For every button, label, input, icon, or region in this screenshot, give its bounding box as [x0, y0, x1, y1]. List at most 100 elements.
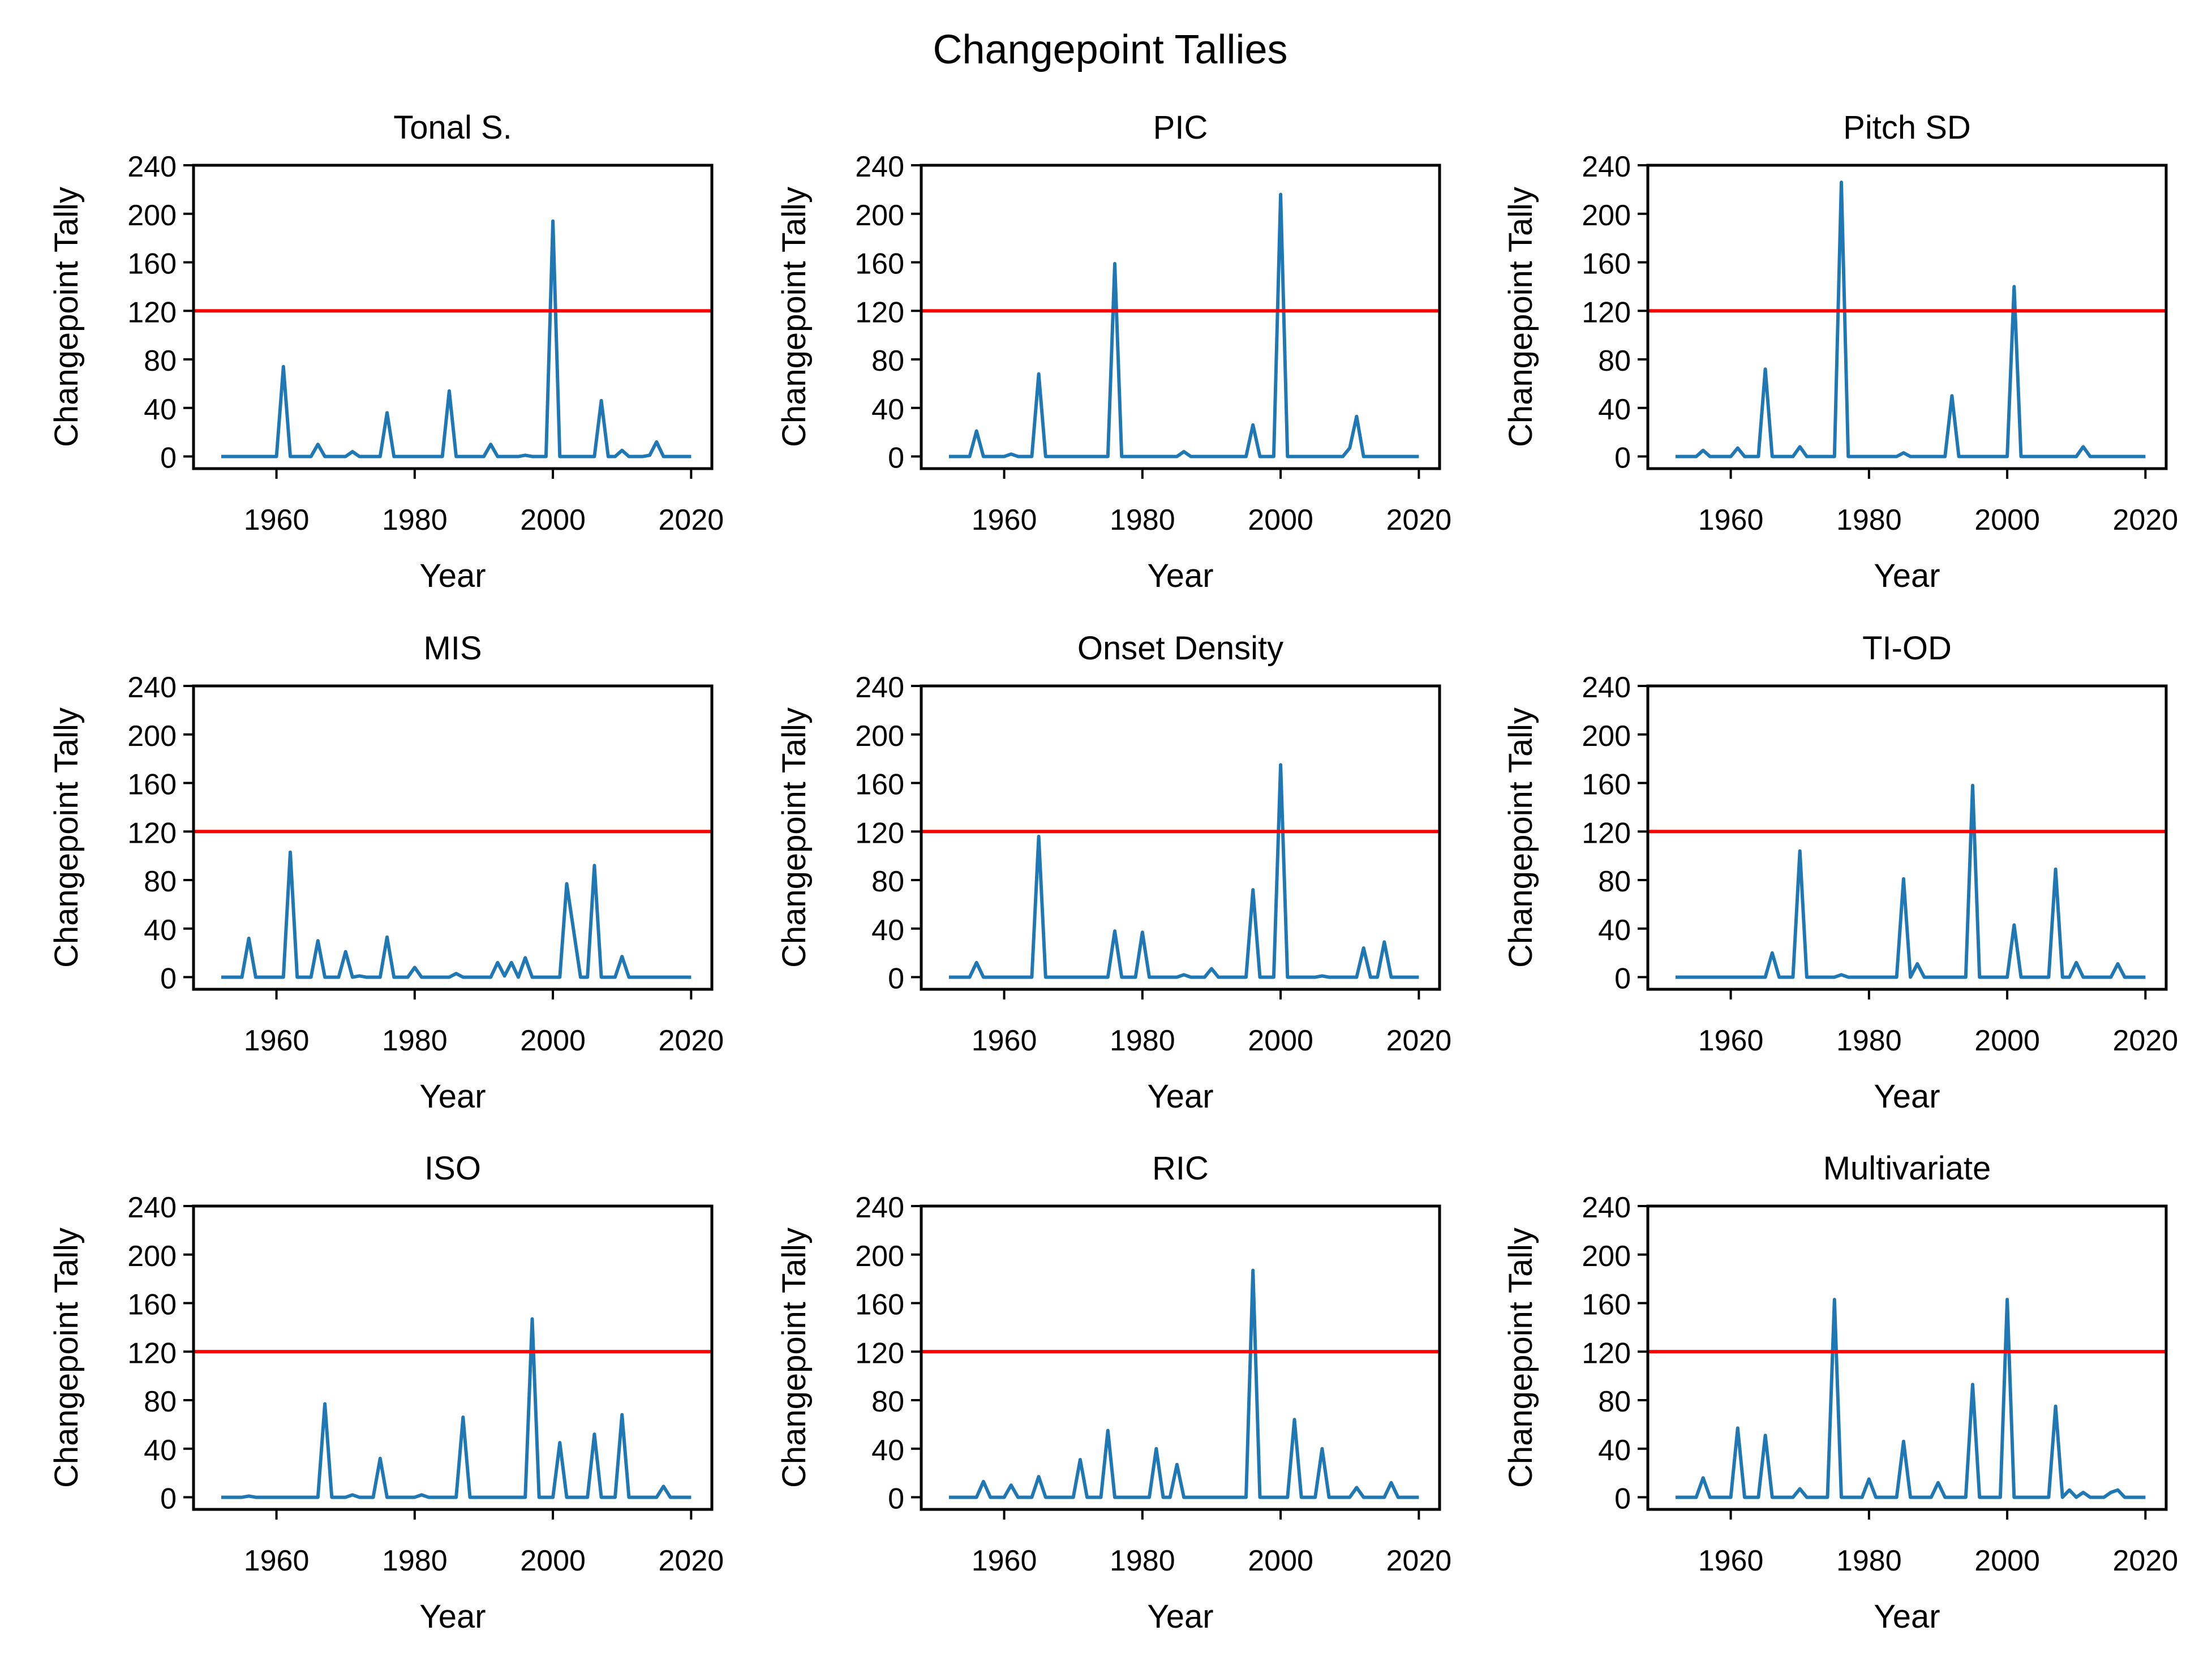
x-tick-label: 1980: [1110, 1544, 1175, 1577]
y-axis-label: Changepoint Tally: [48, 1228, 85, 1488]
y-tick-label: 200: [127, 1240, 177, 1273]
series-line: [948, 1268, 1419, 1499]
axes-frame: [1646, 684, 2168, 991]
y-tick-label: 240: [1582, 151, 1631, 183]
subplot-1: Tonal S. 0 40 80 120 160 200 240 1960 1980 2000 202…: [48, 109, 724, 594]
y-tick-label: 120: [1582, 817, 1631, 849]
x-tick-label: 1980: [1110, 504, 1175, 537]
y-tick-label: 0: [1614, 442, 1631, 475]
x-axis-label: Year: [419, 557, 486, 594]
y-tick-label: 0: [160, 963, 177, 996]
y-tick-label: 160: [855, 248, 904, 281]
series-line: [1675, 181, 2146, 458]
y-tick-label: 240: [1582, 1191, 1631, 1224]
y-tick-label: 160: [1582, 769, 1631, 801]
subplot-2: PIC 0 40 80 120 160 200 240 1960 1980 2000 2020 Year…: [776, 109, 1451, 594]
y-tick-label: 0: [888, 442, 904, 475]
y-tick-label: 80: [144, 1385, 177, 1418]
figure-title: Changepoint Tallies: [933, 27, 1287, 72]
y-axis-label: Changepoint Tally: [1502, 1228, 1539, 1488]
subplot-3: Pitch SD 0 40 80 120 160 200 240 1960 1980 2000 202…: [1502, 109, 2178, 594]
y-tick-label: 120: [1582, 1337, 1631, 1370]
y-tick-label: 160: [855, 769, 904, 801]
series-line: [221, 850, 691, 979]
x-tick-label: 2020: [659, 1544, 724, 1577]
y-tick-label: 240: [127, 1191, 177, 1224]
y-tick-label: 200: [1582, 199, 1631, 232]
x-tick-label: 1980: [382, 1024, 448, 1057]
x-tick-label: 1980: [1836, 1544, 1902, 1577]
y-tick-label: 0: [1614, 1483, 1631, 1516]
y-axis-label: Changepoint Tally: [776, 707, 813, 968]
y-tick-label: 40: [871, 393, 904, 426]
subplot-title: MIS: [423, 630, 482, 667]
x-tick-label: 2020: [2113, 504, 2179, 537]
axes-frame: [192, 1204, 714, 1511]
subplot-title: RIC: [1152, 1150, 1209, 1187]
y-tick-label: 80: [871, 345, 904, 377]
y-tick-label: 40: [871, 1434, 904, 1467]
y-tick-label: 80: [871, 1385, 904, 1418]
x-tick-label: 2000: [1248, 504, 1313, 537]
x-tick-label: 1960: [972, 1544, 1037, 1577]
y-tick-label: 80: [871, 865, 904, 898]
subplot-title: TI-OD: [1862, 630, 1952, 667]
subplot-title: ISO: [424, 1150, 481, 1187]
axes-frame: [192, 684, 714, 991]
y-tick-label: 80: [144, 345, 177, 377]
subplot-9: Multivariate 0 40 80 120 160 200 240 1960 1980 200…: [1502, 1150, 2178, 1635]
y-tick-label: 160: [855, 1289, 904, 1322]
y-tick-label: 200: [1582, 1240, 1631, 1273]
y-tick-label: 80: [1598, 345, 1631, 377]
y-tick-label: 120: [855, 1337, 904, 1370]
x-tick-label: 1960: [244, 1544, 310, 1577]
y-tick-label: 0: [160, 1483, 177, 1516]
y-tick-label: 240: [127, 151, 177, 183]
y-tick-label: 120: [1582, 296, 1631, 329]
x-tick-label: 2020: [2113, 1024, 2179, 1057]
x-tick-label: 2000: [1974, 504, 2040, 537]
y-tick-label: 0: [160, 442, 177, 475]
series-line: [221, 219, 691, 458]
x-tick-label: 2020: [1386, 504, 1452, 537]
axes-frame: [920, 1204, 1441, 1511]
y-tick-label: 160: [127, 1289, 177, 1322]
series-line: [948, 763, 1419, 979]
x-axis-label: Year: [1874, 1078, 1940, 1115]
subplot-4: MIS 0 40 80 120 160 200 240 1960 1980 2000 2020 Year…: [48, 630, 724, 1115]
y-tick-label: 200: [855, 720, 904, 753]
subplot-8: RIC 0 40 80 120 160 200 240 1960 1980 2000 2020 Year…: [776, 1150, 1451, 1635]
axes-frame: [192, 164, 714, 470]
x-tick-label: 1980: [382, 504, 448, 537]
y-axis-label: Changepoint Tally: [776, 187, 813, 447]
y-tick-label: 40: [1598, 914, 1631, 947]
y-tick-label: 120: [855, 296, 904, 329]
y-tick-label: 0: [888, 963, 904, 996]
subplot-title: Multivariate: [1823, 1150, 1991, 1187]
axes-frame: [920, 164, 1441, 470]
x-tick-label: 1980: [1110, 1024, 1175, 1057]
y-axis-label: Changepoint Tally: [48, 707, 85, 968]
x-tick-label: 1960: [1698, 1544, 1764, 1577]
subplot-5: Onset Density 0 40 80 120 160 200 240 1960 1980 20…: [776, 630, 1451, 1115]
subplot-title: Pitch SD: [1843, 109, 1971, 146]
x-tick-label: 2000: [520, 1024, 586, 1057]
x-tick-label: 2000: [520, 1544, 586, 1577]
axes-frame: [1646, 164, 2168, 470]
y-axis-label: Changepoint Tally: [48, 187, 85, 447]
y-tick-label: 40: [144, 914, 177, 947]
y-axis-label: Changepoint Tally: [776, 1228, 813, 1488]
y-axis-label: Changepoint Tally: [1502, 187, 1539, 447]
y-tick-label: 80: [144, 865, 177, 898]
x-tick-label: 1980: [382, 1544, 448, 1577]
x-axis-label: Year: [1147, 1598, 1213, 1635]
y-tick-label: 240: [127, 671, 177, 704]
y-tick-label: 200: [855, 199, 904, 232]
y-tick-label: 120: [127, 817, 177, 849]
y-tick-label: 40: [1598, 1434, 1631, 1467]
y-tick-label: 0: [1614, 963, 1631, 996]
x-tick-label: 2000: [1974, 1544, 2040, 1577]
y-tick-label: 240: [855, 151, 904, 183]
